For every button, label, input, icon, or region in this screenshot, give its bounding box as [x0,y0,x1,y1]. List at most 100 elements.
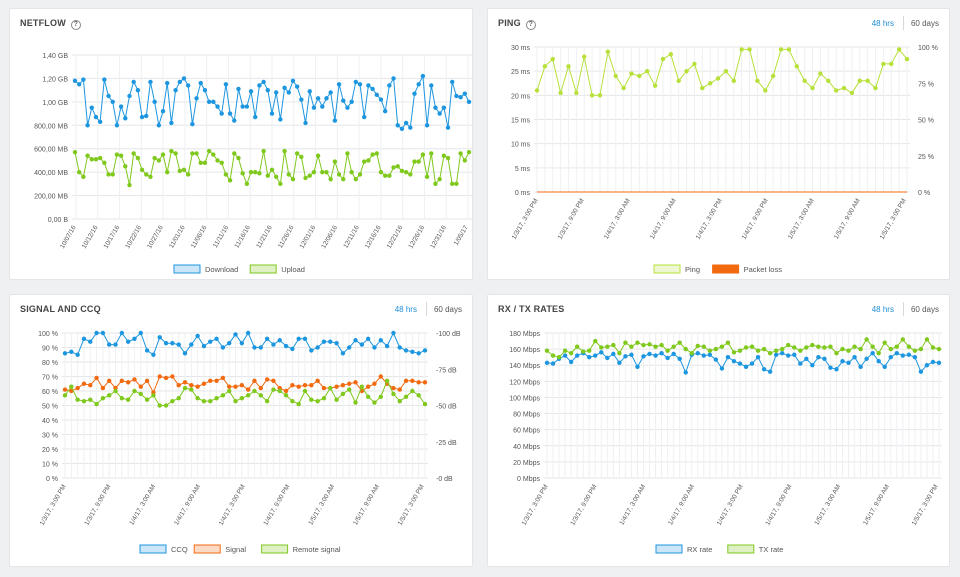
data-point [659,342,664,348]
data-point [378,97,384,102]
y-tick-label: 10 ms [511,142,531,149]
legend: CCQ Signal Remote signal [139,544,341,554]
data-point [215,104,220,109]
data-point [550,361,556,366]
help-icon[interactable]: ? [525,20,536,30]
ping-panel: PING? 48 hrs 60 days 0 ms 5 ms 10 ms 15 ms 2… [487,8,950,280]
data-point [97,155,103,161]
data-point [550,353,556,358]
range-48hrs-button[interactable]: 48 hrs [871,18,894,28]
data-point [236,86,241,92]
data-point [332,159,338,164]
data-point [286,172,291,177]
data-point [170,398,175,404]
data-point [828,365,833,370]
data-point [93,157,99,162]
data-point [429,151,434,156]
data-point [232,151,237,156]
data-point [458,151,463,156]
data-point [416,393,421,398]
data-point [81,77,86,82]
data-point [587,348,592,353]
data-point [828,344,833,349]
x-tick-label: 1/4/17, 9:00 AM [667,484,696,527]
help-icon[interactable]: ? [70,20,81,30]
data-point [290,78,296,83]
data-point [550,56,555,62]
data-point [374,151,379,156]
series-download [72,73,472,131]
data-point [888,346,893,352]
data-point [72,150,78,155]
data-point [846,348,851,353]
data-point [731,358,737,364]
legend-item-remote-signal: Remote signal [261,544,341,554]
data-point [372,345,377,350]
data-point [97,119,103,124]
data-point [412,159,417,164]
data-point [239,383,245,388]
x-tick-label: 12/26/16 [407,224,426,250]
data-point [810,85,815,91]
legend-swatch [249,264,277,274]
data-point [252,378,257,384]
data-point [900,353,906,358]
data-point [76,169,82,175]
data-point [689,350,694,356]
y-tick-label: 15 ms [511,118,531,125]
data-point [264,377,270,382]
x-tick-label: 1/5/17, 3:00 AM [813,484,842,527]
legend-label: Signal [225,545,246,554]
data-point [684,68,689,74]
data-point [261,79,266,85]
data-point [81,336,87,341]
x-tick-label: 1/4/17, 3:00 PM [218,484,247,527]
data-point [359,384,365,389]
data-point [849,90,855,96]
data-point [195,333,200,339]
data-point [81,381,87,386]
range-48hrs-button[interactable]: 48 hrs [871,304,894,314]
x-tick-label: 1/3/17, 3:00 PM [521,484,550,527]
data-point [445,125,451,130]
data-point [382,173,388,178]
data-point [123,164,128,169]
data-point [347,345,352,350]
data-point [177,168,182,174]
data-point [665,355,670,361]
x-tick-label: 1/4/17, 9:00 PM [262,484,291,527]
data-point [307,173,312,178]
data-point [660,56,666,62]
range-60days-button[interactable]: 60 days [910,304,939,314]
y-tick-label: 60 % [42,389,58,396]
data-point [201,343,207,349]
data-point [403,394,409,399]
data-point [641,354,646,359]
data-point [220,375,226,381]
data-point [253,114,258,120]
data-point [395,164,400,169]
y-tick-label: 50 % [42,404,58,411]
data-point [85,153,90,158]
data-point [701,353,706,358]
data-point [125,339,131,344]
data-point [107,393,112,398]
x-tick-label: 1/4/17, 3:00 PM [716,484,745,527]
grid [72,54,472,220]
legend-label: Download [205,265,238,274]
data-point [605,49,611,55]
range-60days-button[interactable]: 60 days [433,304,462,314]
data-point [88,383,93,388]
data-point [683,370,688,375]
x-tick-label: 1/05/17 [453,224,470,247]
data-point [125,380,131,385]
data-point [211,99,216,105]
range-60days-button[interactable]: 60 days [910,18,939,28]
data-point [780,350,785,356]
data-point [397,398,402,404]
y-tick-label: 1,00 GB [42,100,68,107]
data-point [345,105,350,110]
range-48hrs-button[interactable]: 48 hrs [394,304,417,314]
y2-tick-label: -50 dB [436,404,457,411]
y-tick-label: 400,00 MB [34,170,68,177]
